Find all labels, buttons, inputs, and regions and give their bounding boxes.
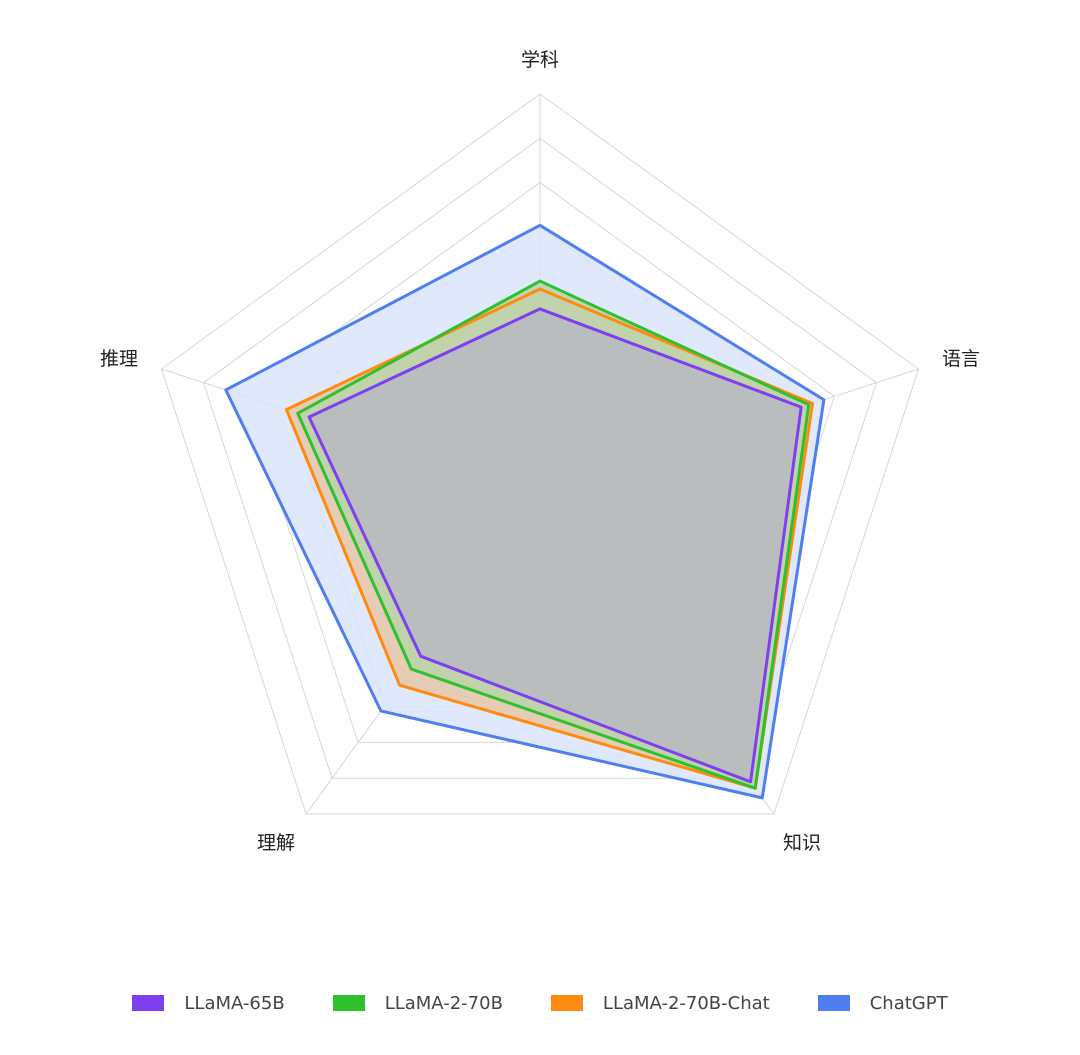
radar-chart: 学科 语言 知识 理解 推理: [100, 49, 980, 854]
axis-label-language: 语言: [942, 348, 980, 370]
series-line-llama-2-70b[interactable]: [296, 279, 811, 790]
legend-swatch: [332, 995, 365, 1011]
legend-label: ChatGPT: [869, 992, 948, 1014]
axis-label-reasoning: 推理: [100, 348, 138, 370]
legend-item-llama-65b[interactable]: LLaMA-65B: [132, 992, 285, 1014]
grid-ring: [160, 93, 920, 815]
axis-labels: 学科 语言 知识 理解 推理: [100, 49, 980, 854]
series-line-chatgpt[interactable]: [224, 223, 826, 800]
legend-label: LLaMA-65B: [184, 992, 285, 1014]
legend-item-llama-2-70b[interactable]: LLaMA-2-70B: [332, 992, 503, 1014]
series-area-llama-65b: [309, 308, 802, 782]
legend-label: LLaMA-2-70B-Chat: [602, 992, 770, 1014]
legend-swatch: [817, 995, 850, 1011]
axis-label-subject: 学科: [521, 49, 559, 71]
legend-item-chatgpt[interactable]: ChatGPT: [817, 992, 948, 1014]
legend-swatch: [132, 995, 165, 1011]
legend-label: LLaMA-2-70B: [384, 992, 503, 1014]
grid-ring: [202, 137, 878, 779]
legend-item-llama-2-70b-chat[interactable]: LLaMA-2-70B-Chat: [550, 992, 770, 1014]
radar-series: [224, 223, 826, 800]
axis-label-understanding: 理解: [257, 832, 295, 854]
legend-swatch: [550, 995, 583, 1011]
axis-label-knowledge: 知识: [783, 832, 821, 854]
legend: LLaMA-65B LLaMA-2-70B LLaMA-2-70B-Chat C…: [0, 985, 1080, 1021]
series-line-llama-65b[interactable]: [307, 307, 803, 784]
